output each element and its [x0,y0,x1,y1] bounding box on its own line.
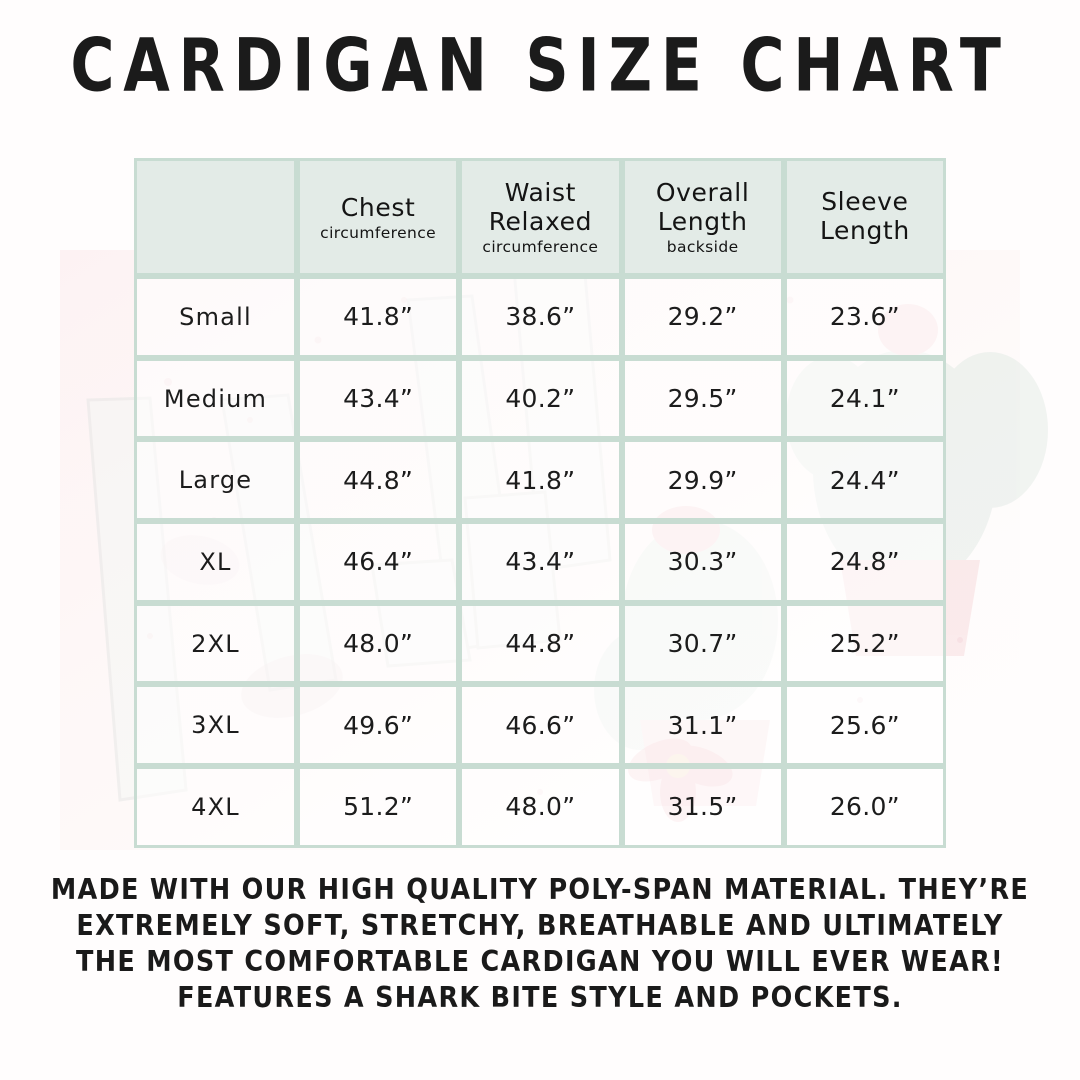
column-header-waist-relaxed: Waist Relaxed circumference [459,158,622,276]
size-label: Small [134,276,297,358]
corner-blank-cell [134,158,297,276]
column-header-sleeve-length: Sleeve Length [783,158,946,276]
cell-sleeve-length: 24.1” [783,357,946,440]
column-header-chest-sub: circumference [320,223,437,242]
table-row: 4XL 51.2” 48.0” 31.5” 26.0” [134,766,946,848]
footer-line-4: FEATURES A SHARK BITE STYLE AND POCKETS. [177,981,903,1015]
table-row: 2XL 48.0” 44.8” 30.7” 25.2” [134,602,946,685]
size-label: 4XL [134,766,297,848]
column-header-sleeve-length-main: Sleeve Length [819,187,910,245]
cell-sleeve-length: 24.4” [783,439,946,522]
footer-line-2: EXTREMELY SOFT, STRETCHY, BREATHABLE AND… [76,909,1004,943]
cell-chest: 41.8” [297,276,460,358]
table-row: Medium 43.4” 40.2” 29.5” 24.1” [134,357,946,440]
page-title: CARDIGAN SIZE CHART [70,22,1010,109]
size-label: 2XL [134,602,297,685]
size-label: XL [134,521,297,603]
column-header-waist-relaxed-sub: circumference [482,238,599,256]
cell-sleeve-length: 25.6” [783,684,946,767]
size-label: Medium [134,357,297,440]
footer-description: MADE WITH OUR HIGH QUALITY POLY-SPAN MAT… [0,872,1080,1016]
footer-line-1: MADE WITH OUR HIGH QUALITY POLY-SPAN MAT… [50,873,1030,907]
column-header-chest: Chest circumference [297,158,460,276]
cell-overall-length: 30.7” [621,602,784,685]
cell-chest: 44.8” [297,439,460,522]
table-row: 3XL 49.6” 46.6” 31.1” 25.6” [134,684,946,767]
column-header-chest-main: Chest [340,192,416,222]
cell-overall-length: 31.5” [621,766,784,848]
cell-chest: 51.2” [297,766,460,848]
table-header-row: Chest circumference Waist Relaxed circumf… [134,158,946,276]
cell-overall-length: 29.9” [621,439,784,522]
table-row: Small 41.8” 38.6” 29.2” 23.6” [134,276,946,358]
cell-waist: 46.6” [459,684,622,767]
size-label: 3XL [134,684,297,767]
column-header-waist-relaxed-main: Waist Relaxed [488,178,593,236]
cell-waist: 44.8” [459,602,622,685]
cell-waist: 41.8” [459,439,622,522]
cell-chest: 49.6” [297,684,460,767]
cell-sleeve-length: 23.6” [783,276,946,358]
cell-sleeve-length: 24.8” [783,521,946,603]
table-row: XL 46.4” 43.4” 30.3” 24.8” [134,521,946,603]
cell-chest: 43.4” [297,357,460,440]
column-header-overall-length-sub: backside [666,238,739,256]
table-row: Large 44.8” 41.8” 29.9” 24.4” [134,439,946,522]
footer-line-3: THE MOST COMFORTABLE CARDIGAN YOU WILL E… [76,945,1004,979]
cell-waist: 38.6” [459,276,622,358]
cell-waist: 43.4” [459,521,622,603]
cell-waist: 48.0” [459,766,622,848]
cell-overall-length: 31.1” [621,684,784,767]
cell-chest: 48.0” [297,602,460,685]
column-header-overall-length: Overall Length backside [621,158,784,276]
size-label: Large [134,439,297,522]
cell-overall-length: 29.2” [621,276,784,358]
size-chart-table: Chest circumference Waist Relaxed circumf… [134,158,946,848]
cell-waist: 40.2” [459,357,622,440]
cell-sleeve-length: 26.0” [783,766,946,848]
cell-chest: 46.4” [297,521,460,603]
cell-overall-length: 29.5” [621,357,784,440]
cell-sleeve-length: 25.2” [783,602,946,685]
column-header-overall-length-main: Overall Length [655,178,750,236]
cell-overall-length: 30.3” [621,521,784,603]
